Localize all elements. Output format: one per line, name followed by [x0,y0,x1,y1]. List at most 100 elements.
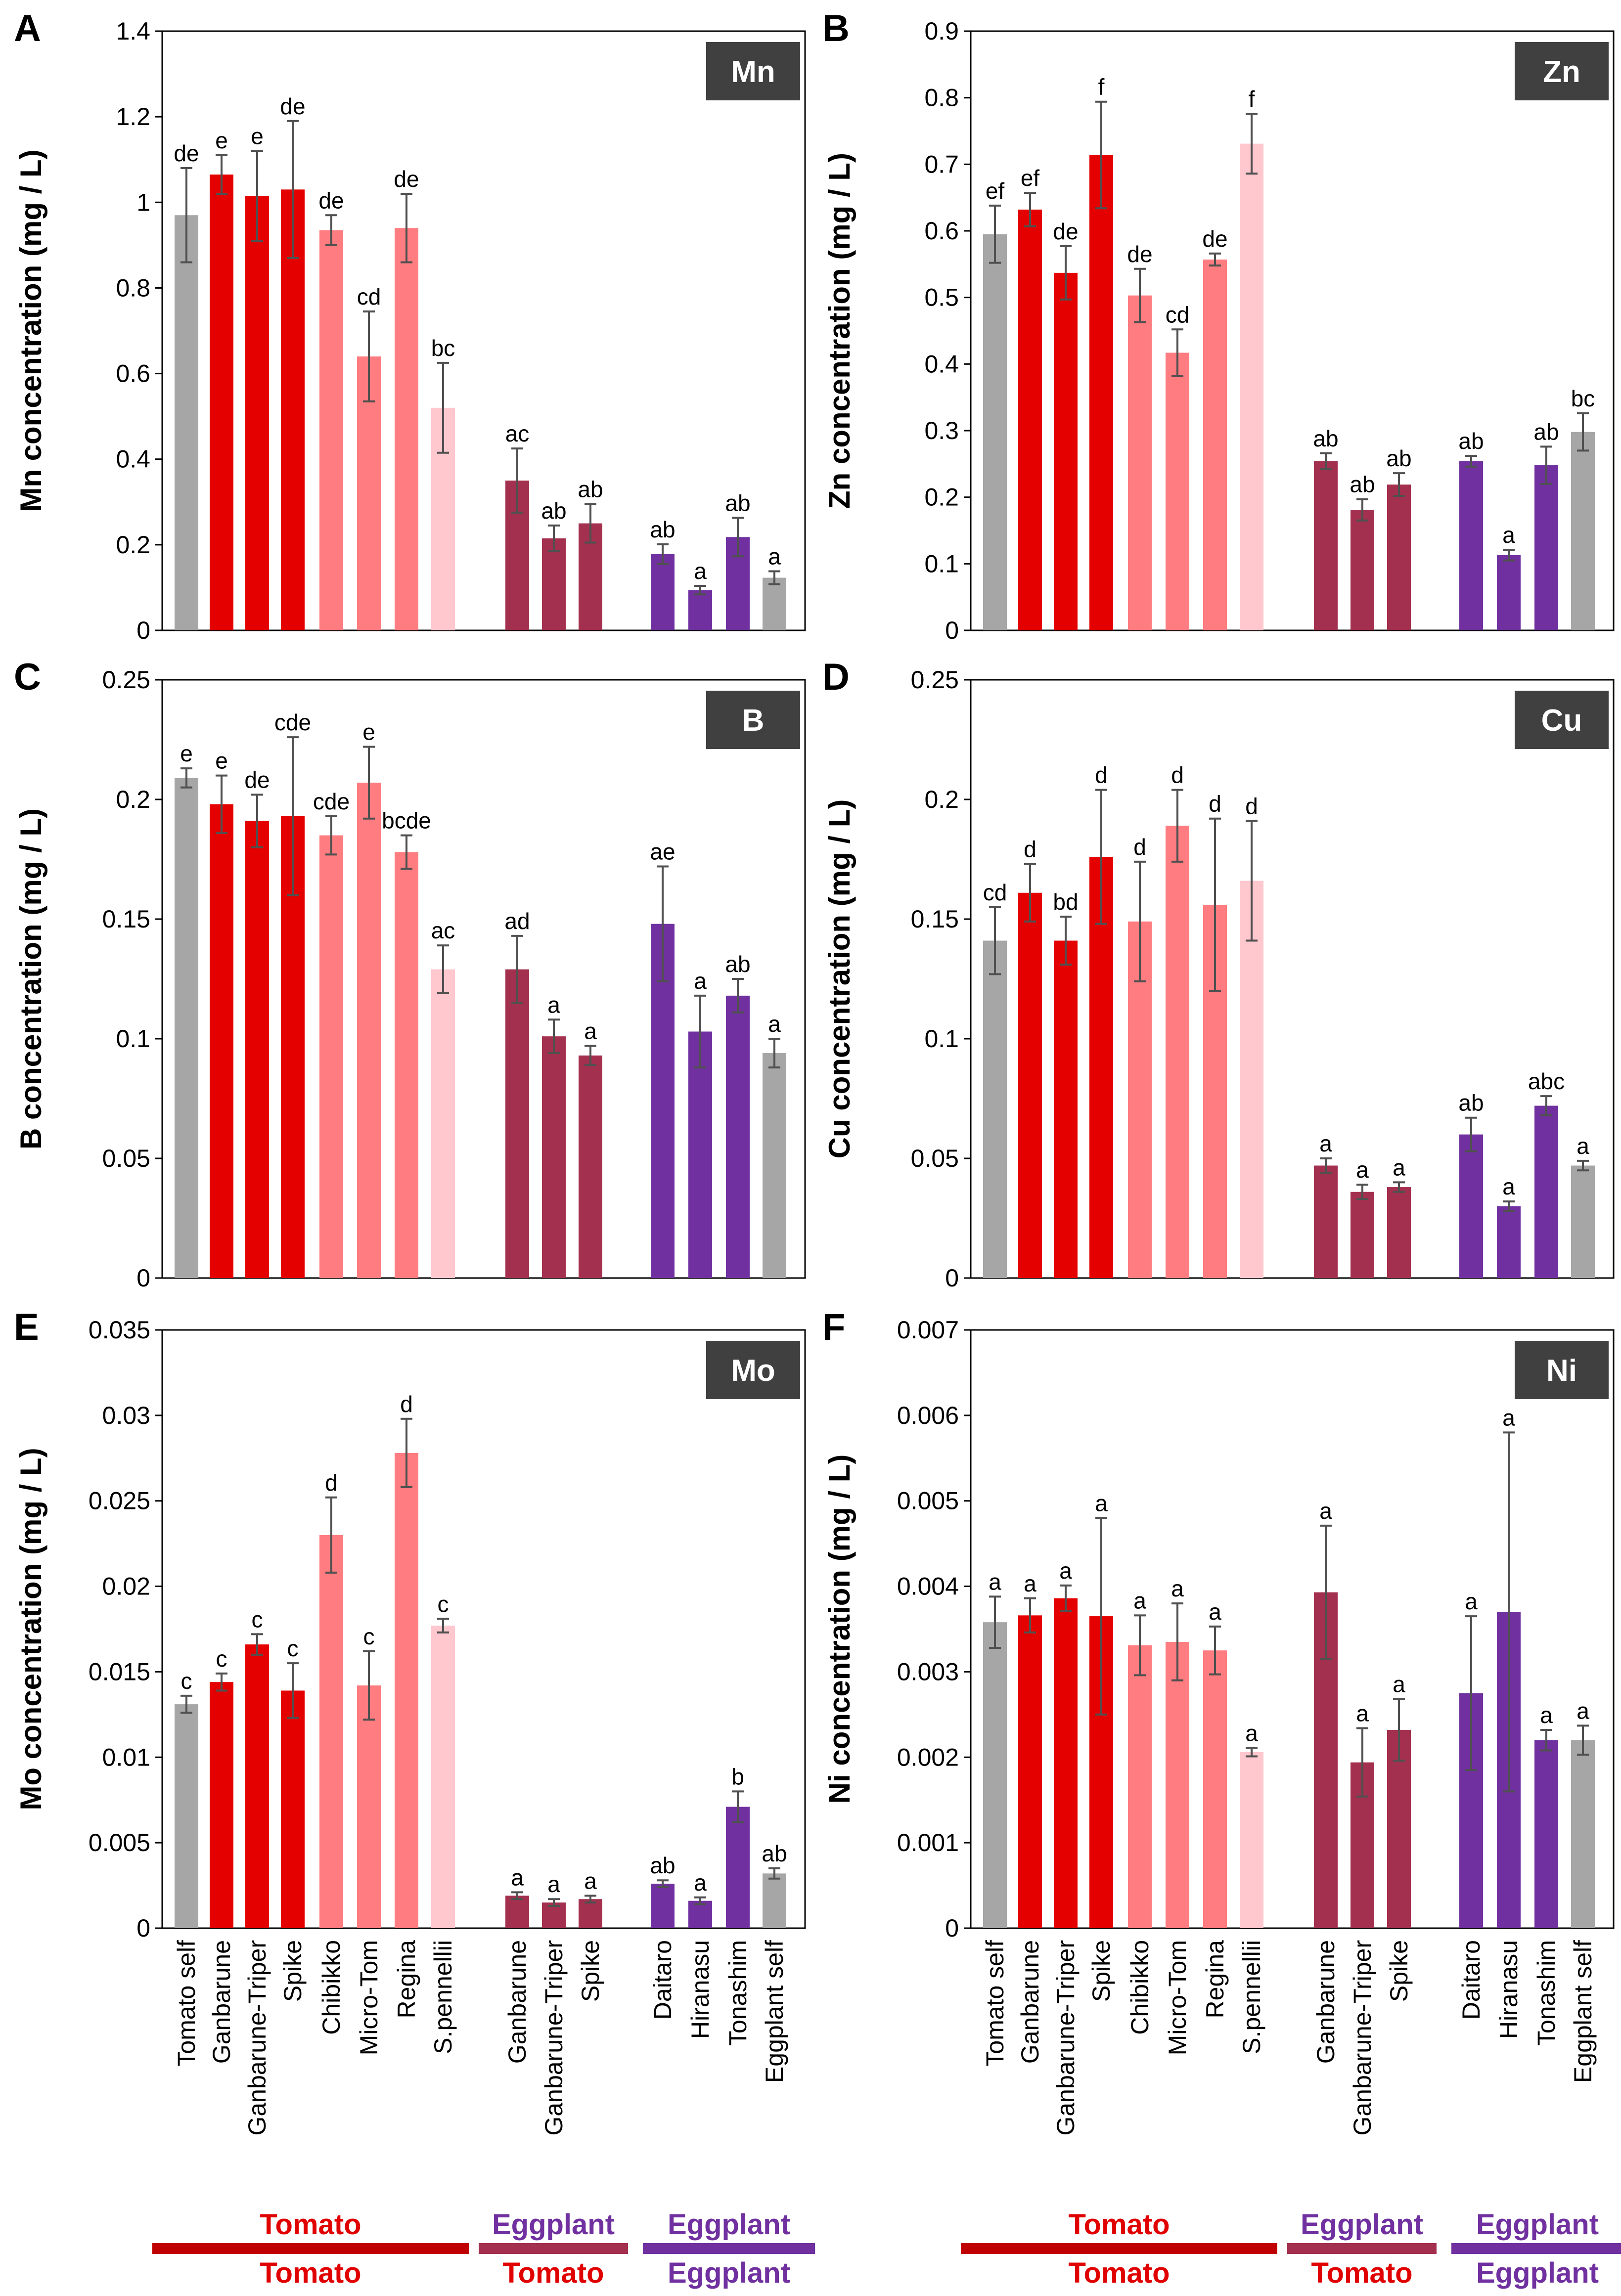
y-tick-label: 0.02 [102,1573,150,1600]
bar [1089,857,1113,1278]
bar [1571,1165,1595,1278]
x-tick-label: Ganbarune [208,1940,235,2064]
y-tick-label: 0.5 [924,284,959,311]
y-tick-label: 0.2 [924,786,959,813]
rootstock-label: Tomato [502,2257,604,2289]
bar [1387,1187,1411,1278]
significance-letter: a [1393,1154,1405,1180]
significance-letter: cde [313,789,350,814]
y-tick-label: 0.6 [924,217,959,245]
significance-letter: bc [431,335,455,361]
significance-letter: e [215,128,228,153]
y-axis-label: Mn concentration (mg / L) [14,149,47,512]
y-tick-label: 0.3 [924,417,959,444]
x-tick-label: Eggplant self [761,1940,788,2083]
bar [688,590,712,630]
significance-letter: ab [725,951,750,977]
rootstock-label: Tomato [260,2257,361,2289]
bar [1054,940,1078,1278]
significance-letter: ad [504,908,530,934]
significance-letter: cd [357,284,381,309]
bar [1166,1641,1189,1928]
bar [1240,143,1263,630]
significance-letter: e [251,123,264,149]
bar [542,538,566,630]
bar [1351,510,1374,630]
significance-letter: a [768,1011,781,1037]
significance-letter: ac [505,421,530,446]
bar [1387,1729,1411,1928]
bar [281,1690,305,1928]
graft-legend: Tomato Tomato Eggplant Tomato Eggplant Eggpla… [961,2208,1621,2289]
rootstock-label: Tomato [1068,2257,1170,2289]
x-tick-label: Hiranasu [686,1940,714,2039]
significance-letter: ae [650,839,675,865]
bar [1497,555,1521,630]
x-tick-label: Eggplant self [1569,1940,1597,2083]
x-tick-label: Chibikko [1126,1940,1154,2035]
significance-letter: ab [1350,472,1375,497]
significance-letter: d [1209,791,1221,817]
y-tick-label: 0.03 [102,1402,150,1429]
significance-letter: a [547,992,560,1017]
bar [688,1900,712,1928]
significance-letter: d [1245,794,1258,819]
y-axis-label: Zn concentration (mg / L) [823,153,856,509]
y-tick-label: 0 [136,617,150,644]
element-label: Cu [1541,704,1582,738]
y-tick-label: 0.035 [89,1316,150,1344]
significance-letter: e [362,719,375,745]
y-tick-label: 0.007 [897,1316,959,1344]
y-tick-label: 0.1 [924,550,959,577]
significance-letter: de [394,166,419,192]
significance-letter: a [1319,1131,1332,1156]
bar [1240,881,1263,1278]
x-tick-label: Spike [1385,1940,1413,2002]
plot-frame [970,30,1615,631]
x-tick-label: Regina [393,1940,420,2019]
bar [983,940,1007,1278]
plot-frame [161,1329,806,1929]
significance-letter: cd [983,880,1007,905]
bar [245,1644,269,1928]
y-tick-label: 0.003 [897,1658,959,1685]
bar [1018,1615,1042,1928]
x-tick-label: Micro-Tom [355,1940,383,2055]
significance-letter: e [180,741,193,766]
bar [651,924,675,1278]
y-tick-label: 0.8 [924,84,959,112]
y-tick-label: 1.4 [116,17,150,45]
bar [1128,1645,1152,1928]
bar [1387,485,1411,630]
bar [1497,1206,1521,1278]
bar [395,1453,418,1928]
significance-letter: a [1059,1558,1072,1584]
panel-label: F [822,1306,845,1348]
significance-letter: a [1356,1157,1369,1183]
bar [763,1873,786,1928]
significance-letter: ab [650,1853,675,1878]
significance-letter: a [1576,1698,1589,1723]
bar [281,189,305,630]
x-tick-label: Micro-Tom [1164,1940,1191,2055]
bar [763,1053,786,1278]
rootstock-bar [152,2243,469,2254]
significance-letter: c [252,1606,263,1632]
bar [1018,209,1042,630]
bar [245,821,269,1278]
bar [395,852,418,1278]
significance-letter: e [215,748,228,774]
y-tick-label: 0.01 [102,1743,150,1771]
bar [1314,1165,1338,1278]
y-tick-label: 0.015 [89,1658,150,1685]
y-tick-label: 0.15 [911,905,959,933]
element-label: B [742,704,765,738]
significance-letter: a [1319,1498,1332,1524]
plot-frame [161,679,806,1279]
significance-letter: abc [1528,1068,1565,1094]
y-tick-label: 0.2 [924,484,959,511]
bar [357,783,381,1278]
significance-letter: a [1095,1490,1108,1516]
significance-letter: a [1245,1720,1258,1746]
bar [357,1685,381,1928]
